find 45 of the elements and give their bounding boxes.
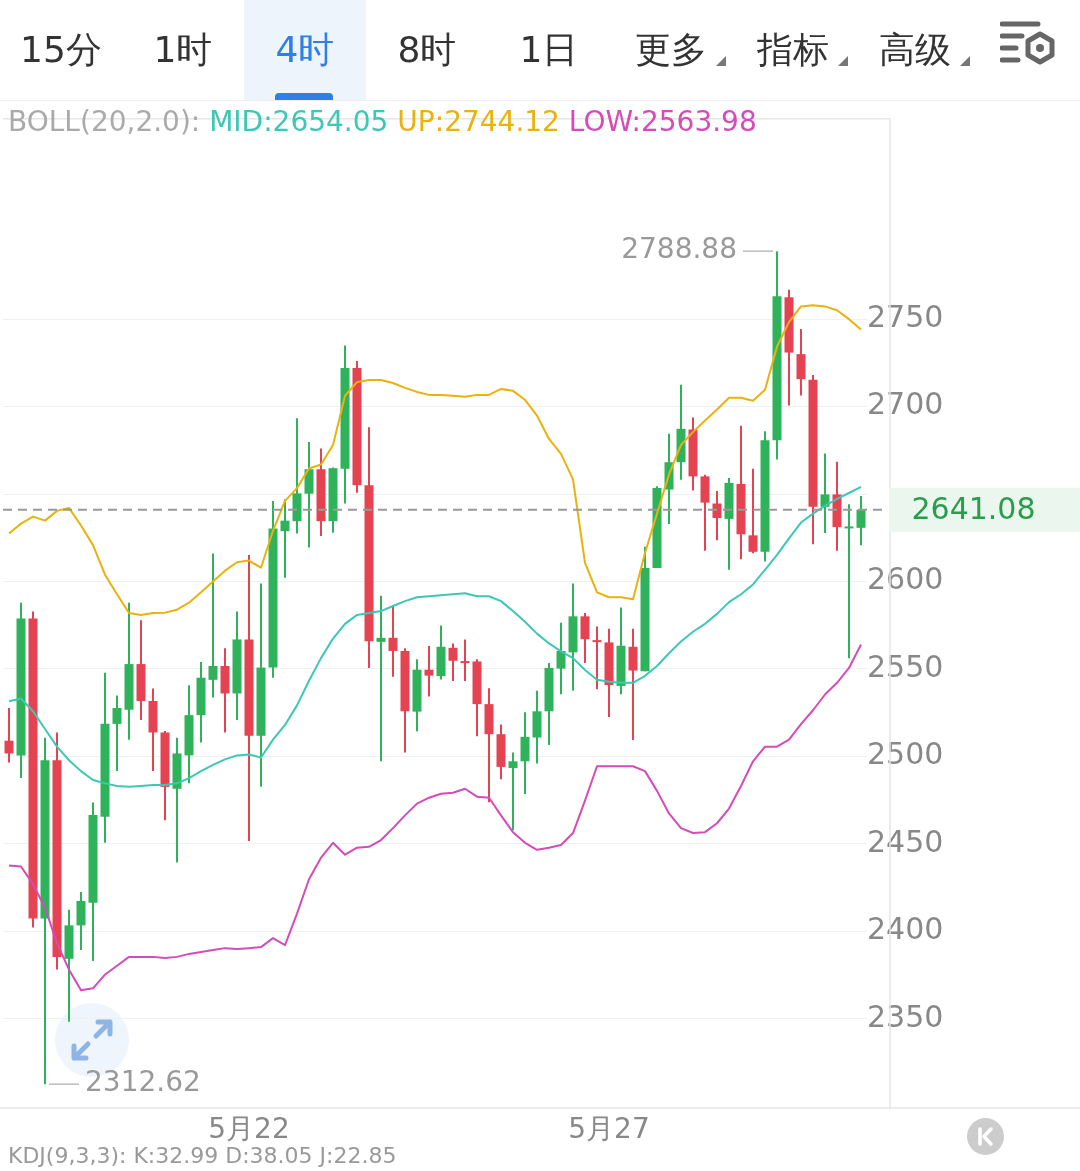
y-tick-label: 2450 xyxy=(866,823,944,859)
y-tick-label: 2350 xyxy=(866,998,944,1034)
text: UP:2744.12 xyxy=(397,105,561,138)
candlestick xyxy=(448,642,458,683)
text: 8时 xyxy=(397,27,457,72)
candlestick xyxy=(424,645,434,698)
text: 15分 xyxy=(20,27,102,72)
candlestick xyxy=(712,490,722,542)
y-tick-label: 2750 xyxy=(866,298,944,334)
ref-line-label: 2641.08 xyxy=(911,491,1036,527)
text: 更多 xyxy=(635,27,707,72)
text: KDJ(9,3,3): K:32.99 D:38.05 J:22.85 xyxy=(8,1143,397,1168)
y-tick-label: 2550 xyxy=(866,648,944,684)
y-tick-label: 2400 xyxy=(866,911,944,947)
annotation: 2788.88 xyxy=(621,232,737,266)
candlestick xyxy=(376,594,386,763)
candlestick xyxy=(208,552,218,699)
x-tick-label: 5月27 xyxy=(568,1112,650,1146)
legend-title: BOLL(20,2.0): xyxy=(8,105,202,138)
x-tick-label: 5月22 xyxy=(208,1112,290,1146)
candlestick xyxy=(556,621,566,696)
candlestick xyxy=(388,604,398,678)
text: LOW:2563.98 xyxy=(568,105,757,138)
text: 指标 xyxy=(757,27,829,72)
text: 1时 xyxy=(153,27,213,72)
candlestick xyxy=(460,638,470,683)
candlestick xyxy=(112,694,122,773)
text: 4时 xyxy=(275,27,335,72)
candlestick xyxy=(580,612,590,665)
annotation: 2312.62 xyxy=(85,1065,201,1099)
candlestick xyxy=(748,467,758,555)
y-tick-label: 2500 xyxy=(866,736,944,772)
candlestick xyxy=(592,625,602,691)
candlestick xyxy=(508,751,518,832)
text: 1日 xyxy=(519,27,579,72)
candlestick xyxy=(820,452,830,535)
candlestick xyxy=(628,627,638,741)
candlestick xyxy=(280,498,290,579)
candlestick xyxy=(844,503,854,660)
candlestick xyxy=(4,706,14,764)
text: MID:2654.05 xyxy=(209,105,390,138)
y-tick-label: 2600 xyxy=(866,561,944,597)
candlestick xyxy=(856,494,866,547)
y-tick-label: 2700 xyxy=(866,386,944,422)
text: 高级 xyxy=(879,27,951,72)
